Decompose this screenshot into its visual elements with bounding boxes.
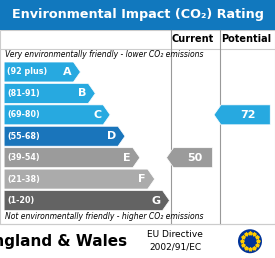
- Text: Very environmentally friendly - lower CO₂ emissions: Very environmentally friendly - lower CO…: [5, 50, 204, 59]
- Polygon shape: [4, 62, 80, 82]
- Polygon shape: [4, 148, 140, 168]
- Text: F: F: [138, 174, 146, 184]
- Text: 72: 72: [240, 110, 255, 120]
- Text: E: E: [123, 153, 131, 163]
- Text: (1-20): (1-20): [7, 196, 34, 205]
- Polygon shape: [4, 169, 155, 189]
- Bar: [0, 0, 275, 30]
- Text: (81-91): (81-91): [7, 89, 40, 98]
- Text: (92 plus): (92 plus): [7, 68, 47, 76]
- Polygon shape: [4, 105, 110, 125]
- Text: Environmental Impact (CO₂) Rating: Environmental Impact (CO₂) Rating: [12, 8, 263, 21]
- Polygon shape: [4, 191, 169, 211]
- Text: (21-38): (21-38): [7, 175, 40, 184]
- Text: (39-54): (39-54): [7, 153, 40, 162]
- Text: G: G: [152, 196, 161, 206]
- Text: England & Wales: England & Wales: [0, 234, 127, 249]
- Text: Potential: Potential: [221, 34, 271, 44]
- Polygon shape: [4, 126, 125, 146]
- Text: C: C: [93, 110, 101, 120]
- Polygon shape: [166, 148, 213, 168]
- Text: Current: Current: [171, 34, 214, 44]
- Circle shape: [238, 229, 262, 253]
- Bar: [0, 30, 275, 224]
- Text: (69-80): (69-80): [7, 110, 40, 119]
- Text: D: D: [107, 131, 116, 141]
- Text: B: B: [78, 88, 86, 98]
- Text: EU Directive
2002/91/EC: EU Directive 2002/91/EC: [147, 230, 203, 252]
- Polygon shape: [214, 105, 270, 125]
- Text: A: A: [63, 67, 72, 77]
- Text: Not environmentally friendly - higher CO₂ emissions: Not environmentally friendly - higher CO…: [5, 212, 204, 221]
- Text: (55-68): (55-68): [7, 132, 40, 141]
- Text: 50: 50: [187, 153, 203, 163]
- Polygon shape: [4, 83, 95, 103]
